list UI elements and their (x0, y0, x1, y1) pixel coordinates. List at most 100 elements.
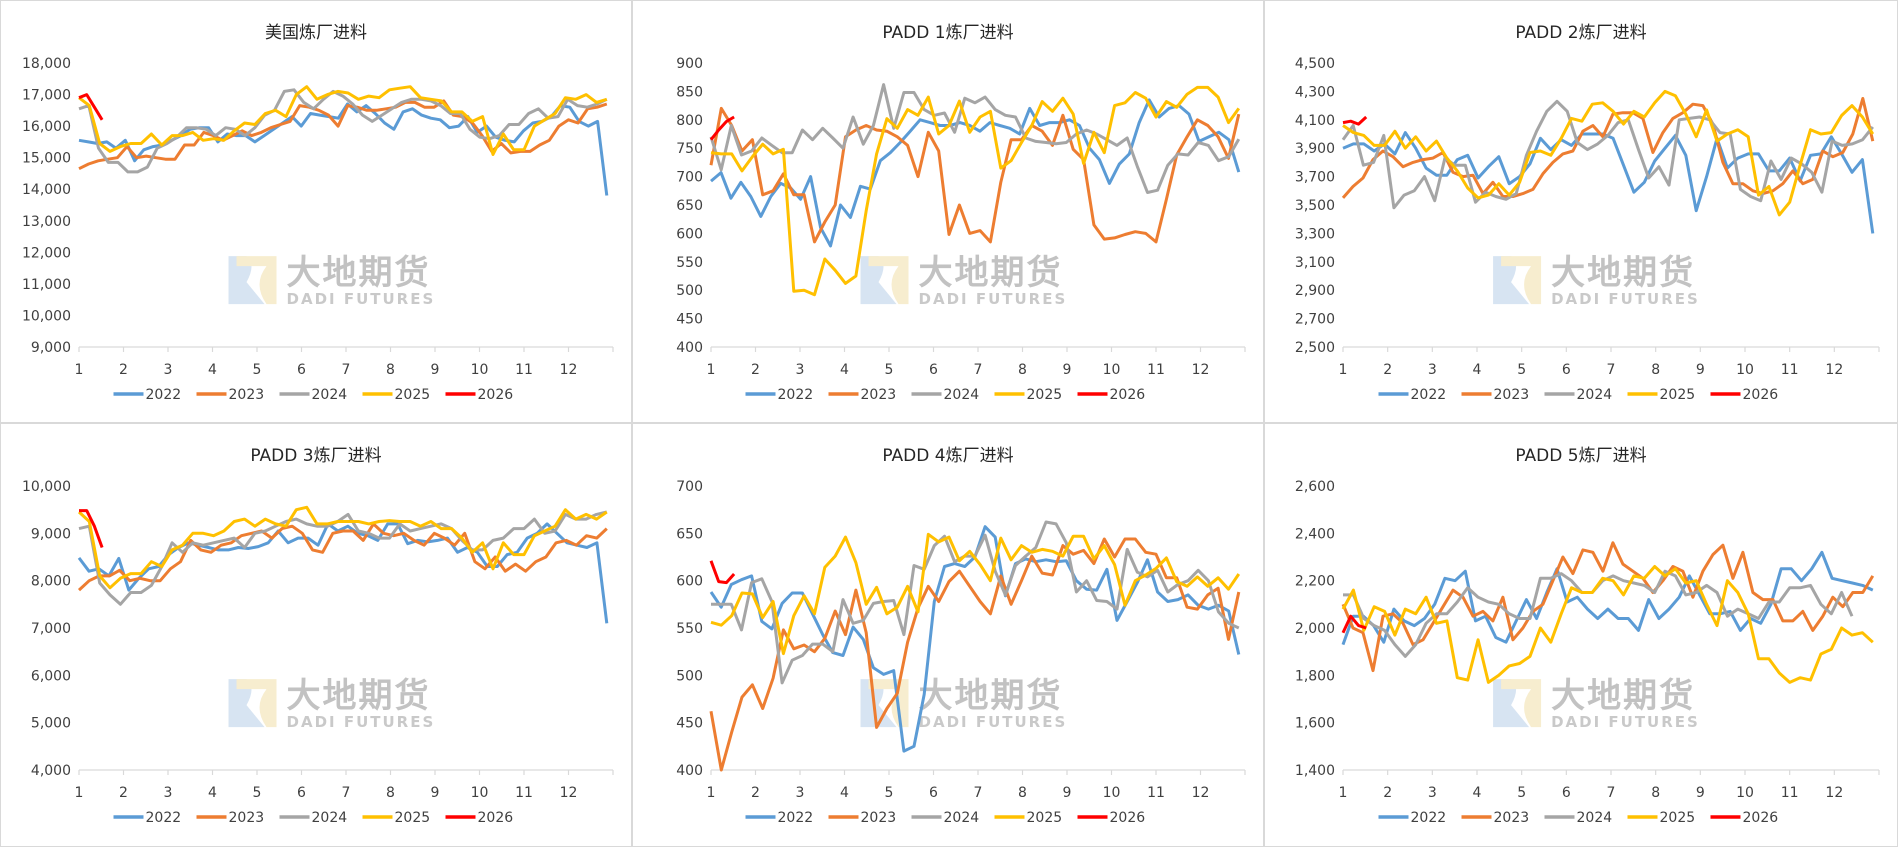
logo-icon (228, 679, 265, 728)
x-tick-label: 5 (885, 785, 894, 801)
legend-item-2024: 2024 (911, 387, 979, 403)
x-tick-label: 12 (1192, 785, 1210, 801)
x-tick-label: 9 (1696, 362, 1705, 378)
y-tick-label: 400 (676, 763, 703, 779)
legend-label: 2022 (1411, 810, 1447, 826)
legend-item-2024: 2024 (279, 387, 347, 403)
x-tick-label: 6 (1562, 785, 1571, 801)
legend-item-2024: 2024 (911, 810, 980, 826)
legend-item-2025: 2025 (362, 387, 430, 403)
legend-label: 2022 (778, 810, 814, 826)
legend-label: 2024 (1577, 387, 1613, 403)
series-line-2025 (1341, 565, 1874, 684)
x-tick-label: 5 (253, 362, 262, 378)
chart-title: PADD 5炼厂进料 (1515, 446, 1647, 466)
y-tick-label: 2,500 (1295, 340, 1335, 356)
series-line-2025 (710, 85, 1241, 297)
y-tick-label: 16,000 (22, 119, 71, 135)
legend-label: 2025 (1660, 387, 1696, 403)
x-tick-label: 12 (1825, 362, 1843, 378)
watermark-cn: 大地期货 (919, 676, 1063, 716)
x-tick-label: 9 (1063, 785, 1072, 801)
legend: 2022 2023 2024 2025 2026 (1378, 810, 1778, 826)
legend-item-2024: 2024 (1544, 810, 1613, 826)
x-tick-label: 1 (707, 362, 716, 378)
x-tick-label: 2 (1383, 785, 1392, 801)
series-line-2024 (78, 88, 608, 174)
legend-item-2024: 2024 (1544, 387, 1613, 403)
y-tick-label: 14,000 (22, 182, 71, 198)
x-tick-label: 1 (1339, 785, 1348, 801)
logo-icon (860, 256, 897, 305)
x-tick-label: 5 (253, 785, 262, 801)
chart-title: 美国炼厂进料 (265, 23, 367, 43)
legend-label: 2022 (778, 387, 814, 403)
y-tick-label: 700 (676, 170, 703, 186)
y-tick-label: 17,000 (22, 88, 71, 104)
x-tick-label: 10 (1103, 362, 1121, 378)
y-tick-label: 5,000 (31, 716, 71, 732)
x-tick-label: 3 (164, 785, 173, 801)
logo-icon (1493, 256, 1530, 305)
y-tick-label: 3,900 (1295, 141, 1335, 157)
x-tick-label: 3 (1428, 785, 1437, 801)
y-tick-label: 1,400 (1295, 763, 1335, 779)
y-tick-label: 600 (676, 574, 703, 590)
legend-item-2025: 2025 (1627, 387, 1696, 403)
legend-label: 2026 (478, 810, 514, 826)
legend-item-2025: 2025 (362, 810, 430, 826)
legend-label: 2023 (229, 810, 265, 826)
x-tick-label: 6 (929, 362, 938, 378)
legend-label: 2026 (478, 387, 514, 403)
y-tick-label: 650 (676, 526, 703, 542)
legend: 2022 2023 2024 2025 2026 (113, 810, 514, 826)
y-tick-label: 2,200 (1295, 574, 1335, 590)
legend-label: 2022 (1411, 387, 1447, 403)
series-line-2026 (1342, 115, 1368, 126)
chart-panel-padd5: PADD 5炼厂进料 大地期货 DADI FUTURES 1,400 1,600 1,8… (1264, 423, 1898, 847)
x-tick-label: 12 (560, 785, 578, 801)
x-tick-label: 5 (1517, 785, 1526, 801)
y-tick-label: 600 (676, 226, 703, 242)
x-tick-label: 4 (208, 362, 217, 378)
series-line-2025 (77, 505, 608, 590)
watermark-en: DADI FUTURES (287, 290, 436, 308)
watermark-en: DADI FUTURES (919, 290, 1068, 308)
y-tick-label: 2,700 (1295, 312, 1335, 328)
y-tick-label: 10,000 (22, 308, 71, 324)
legend-item-2026: 2026 (445, 810, 514, 826)
logo-icon-accent (1501, 679, 1542, 728)
y-tick-label: 800 (676, 113, 703, 129)
legend-item-2023: 2023 (196, 387, 264, 403)
x-tick-label: 10 (471, 362, 489, 378)
x-tick-label: 11 (1781, 785, 1799, 801)
y-tick-label: 900 (676, 56, 703, 72)
legend-item-2026: 2026 (1077, 810, 1145, 826)
series-line-2025 (710, 532, 1241, 656)
x-tick-label: 10 (471, 785, 489, 801)
series-line-2025 (78, 85, 608, 156)
legend: 2022 2023 2024 2025 2026 (745, 810, 1145, 826)
legend-label: 2024 (1577, 810, 1613, 826)
x-tick-label: 11 (1147, 785, 1165, 801)
watermark-cn: 大地期货 (1551, 676, 1695, 716)
x-tick-label: 10 (1736, 785, 1754, 801)
legend-label: 2023 (861, 810, 897, 826)
x-tick-label: 7 (342, 362, 351, 378)
legend-item-2022: 2022 (113, 387, 181, 403)
y-tick-label: 18,000 (22, 56, 71, 72)
series-line-2024 (1341, 99, 1874, 210)
y-tick-label: 13,000 (22, 214, 71, 230)
y-tick-label: 10,000 (22, 479, 71, 495)
x-tick-label: 9 (1063, 362, 1072, 378)
legend-item-2023: 2023 (828, 810, 897, 826)
legend-label: 2024 (944, 810, 980, 826)
x-tick-label: 8 (1018, 785, 1027, 801)
x-tick-label: 1 (707, 785, 716, 801)
y-tick-label: 4,300 (1295, 84, 1335, 100)
